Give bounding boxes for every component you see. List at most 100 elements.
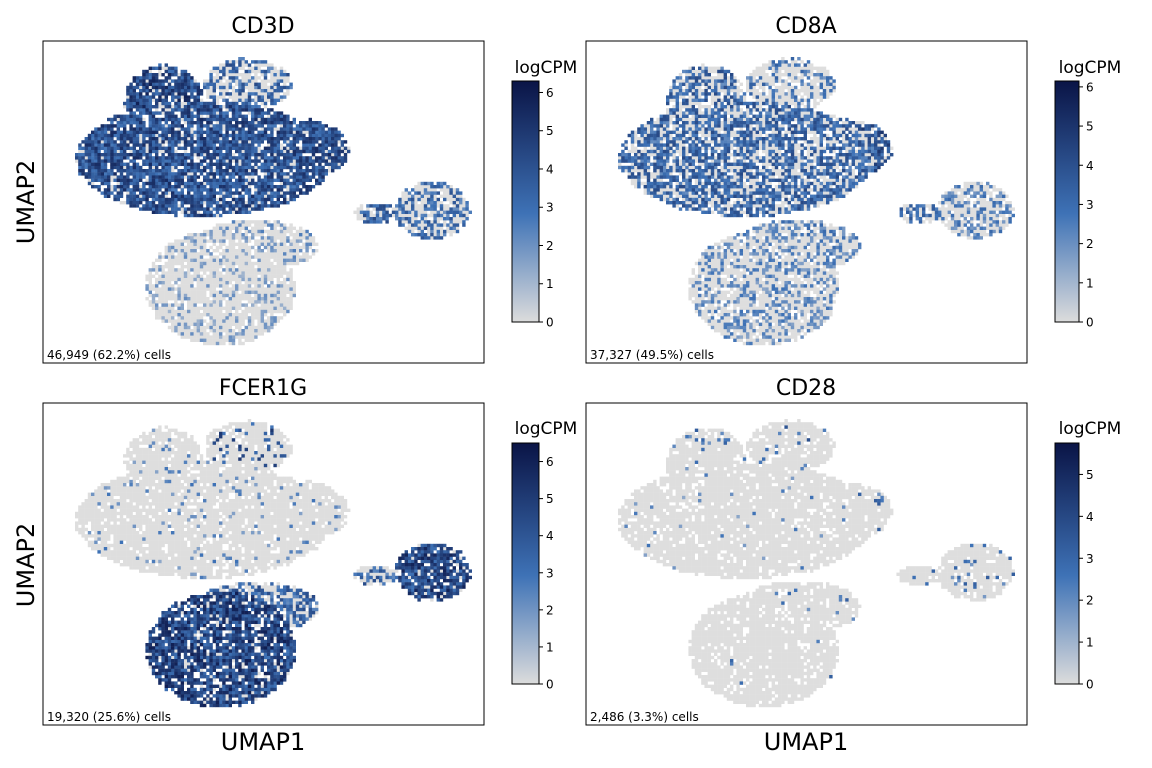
cell-point — [199, 188, 204, 192]
cell-point — [155, 293, 159, 298]
cell-point — [343, 140, 348, 144]
cell-point — [171, 249, 175, 253]
cell-point — [158, 89, 162, 93]
cell-point — [279, 265, 284, 269]
cell-point — [187, 290, 191, 294]
cell-point — [407, 217, 412, 221]
cell-point — [81, 169, 85, 173]
cell-point — [273, 274, 277, 278]
cell-point — [656, 149, 660, 154]
cell-point — [212, 201, 216, 205]
cell-point — [167, 277, 172, 282]
cell-point — [746, 89, 750, 93]
cell-point — [187, 265, 191, 269]
cell-point — [103, 127, 108, 131]
cell-point — [231, 210, 236, 214]
cell-point — [199, 130, 204, 134]
cell-point — [155, 277, 159, 282]
cell-point — [193, 165, 197, 170]
cell-point — [219, 303, 223, 307]
cell-point — [263, 89, 268, 93]
cell-point — [758, 73, 763, 77]
cell-point — [222, 117, 226, 122]
cell-point — [263, 181, 268, 186]
cell-point — [302, 127, 306, 131]
cell-point — [822, 146, 827, 150]
cell-point — [180, 124, 184, 128]
cell-point — [180, 316, 184, 320]
cell-point — [158, 290, 162, 294]
cell-point — [119, 185, 124, 189]
cell-point — [286, 89, 290, 93]
cell-point — [235, 252, 239, 256]
cell-point — [187, 101, 191, 106]
cell-point — [369, 213, 373, 218]
cell-point — [247, 175, 252, 179]
cell-point — [177, 98, 181, 102]
cell-point — [219, 172, 223, 176]
cell-point — [148, 133, 152, 138]
cell-point — [251, 133, 255, 138]
cell-point — [228, 188, 232, 192]
cell-point — [203, 197, 207, 202]
cell-point — [161, 146, 165, 150]
cell-point — [203, 309, 207, 314]
cell-point — [171, 204, 175, 208]
cell-point — [443, 194, 447, 198]
cell-point — [145, 133, 149, 138]
cell-point — [235, 316, 239, 320]
cell-point — [231, 66, 236, 70]
cell-point — [132, 169, 136, 173]
cell-point — [158, 82, 162, 86]
cell-point — [199, 162, 204, 166]
cell-point — [225, 249, 229, 253]
cell-point — [311, 149, 316, 154]
cell-point — [436, 223, 440, 227]
cell-point — [203, 265, 207, 269]
cell-point — [254, 185, 258, 189]
cell-point — [139, 146, 143, 150]
cell-point — [254, 60, 258, 64]
cell-point — [225, 258, 229, 262]
cell-point — [746, 79, 750, 83]
cell-point — [164, 300, 168, 304]
cell-point — [308, 133, 312, 138]
cell-point — [247, 223, 252, 227]
cell-point — [247, 108, 252, 112]
cell-point — [733, 130, 737, 134]
cell-point — [132, 130, 136, 134]
cell-point — [215, 124, 220, 128]
cell-point — [177, 181, 181, 186]
cell-point — [110, 127, 114, 131]
cell-point — [289, 146, 293, 150]
cell-point — [199, 245, 204, 250]
cell-point — [164, 114, 168, 118]
cell-point — [260, 114, 264, 118]
cell-point — [231, 207, 236, 211]
cell-point — [209, 309, 213, 314]
cell-point — [151, 140, 156, 144]
cell-point — [212, 188, 216, 192]
cell-point — [244, 185, 248, 189]
cell-point — [231, 313, 236, 317]
cell-point — [199, 313, 204, 317]
cell-point — [161, 111, 165, 115]
cell-point — [145, 159, 149, 163]
cell-point — [251, 165, 255, 170]
cell-point — [158, 105, 162, 109]
cell-point — [289, 169, 293, 173]
cell-point — [209, 265, 213, 269]
cell-point — [145, 181, 149, 186]
cell-point — [247, 92, 252, 96]
cell-point — [251, 268, 255, 272]
cell-point — [720, 98, 724, 102]
cell-point — [167, 261, 172, 266]
cell-point — [260, 98, 264, 102]
cell-point — [145, 69, 149, 74]
cell-point — [222, 159, 226, 163]
cell-point — [379, 207, 383, 211]
cell-point — [212, 146, 216, 150]
cell-point — [247, 220, 252, 224]
cell-point — [174, 325, 178, 330]
cell-point — [139, 121, 143, 125]
